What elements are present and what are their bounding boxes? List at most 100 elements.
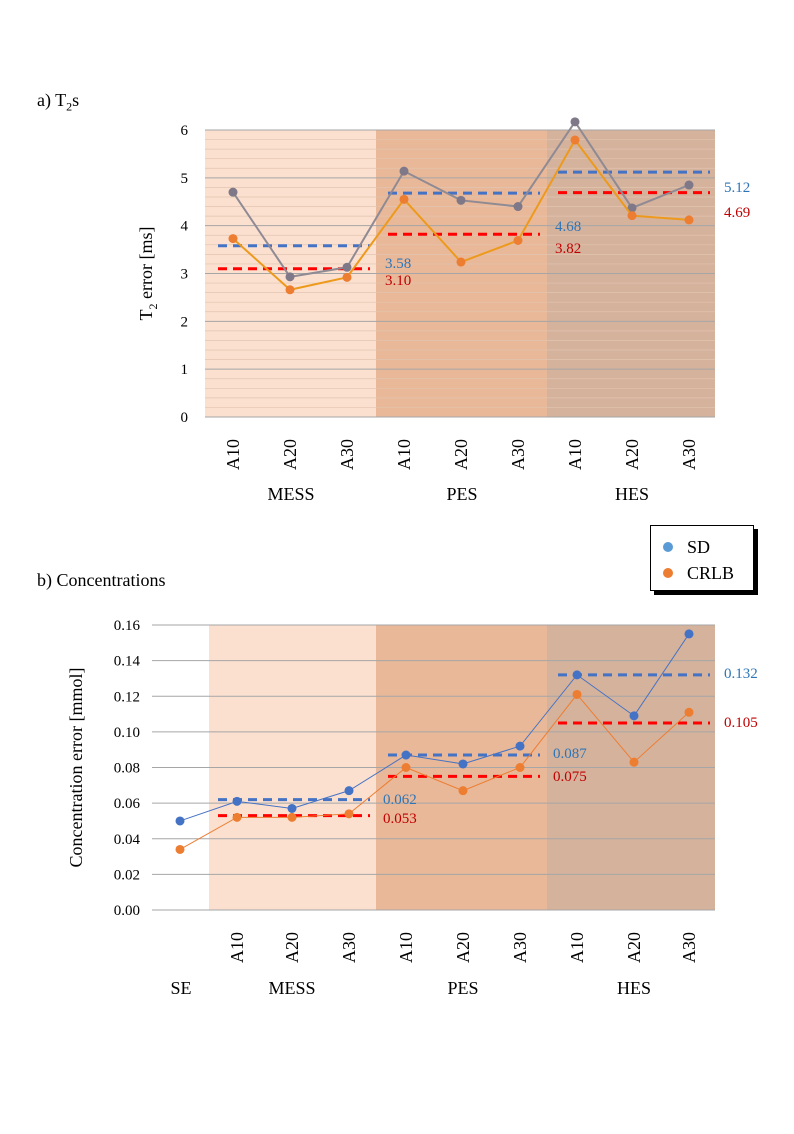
data-point-crlb — [175, 844, 185, 854]
data-point-crlb — [515, 763, 525, 772]
legend-crlb-label: CRLB — [687, 562, 735, 583]
y-tick-label: 0.14 — [114, 654, 141, 670]
data-point-crlb — [401, 763, 411, 772]
data-point-crlb — [513, 235, 523, 245]
data-point-crlb — [232, 812, 242, 822]
x-tick-label: A10 — [394, 439, 414, 470]
panel-a-title: a) T2s — [37, 90, 79, 115]
legend-item-sd: SD — [663, 536, 710, 558]
data-point-sd — [401, 750, 411, 760]
x-tick-label: A10 — [567, 932, 587, 963]
data-point-crlb — [456, 257, 466, 267]
data-point-crlb — [684, 707, 694, 717]
group-label-hes: HES — [615, 484, 649, 504]
group-label-pes: PES — [447, 978, 478, 998]
mean-label-sd: 4.68 — [555, 219, 581, 235]
mean-label-crlb: 3.10 — [385, 273, 411, 289]
legend-sd-marker — [663, 542, 673, 552]
y-axis-label: Concentration error [mmol] — [66, 668, 86, 868]
panel-a-title-text: a) T — [37, 90, 67, 110]
mean-label-crlb: 0.075 — [553, 769, 587, 785]
y-tick-label: 0.08 — [114, 761, 140, 777]
mean-label-sd: 3.58 — [385, 256, 411, 272]
panel-a-title-suffix: s — [72, 90, 80, 110]
x-tick-label: A30 — [510, 932, 530, 963]
data-point-crlb — [570, 135, 580, 145]
data-point-sd — [456, 195, 466, 205]
x-tick-label: A20 — [453, 932, 473, 963]
legend-crlb-marker — [663, 568, 673, 578]
series-line-crlb — [179, 693, 690, 850]
data-point-sd — [399, 166, 409, 176]
mean-label-sd: 0.132 — [724, 666, 758, 682]
data-point-crlb — [285, 285, 295, 295]
mean-label-crlb: 0.105 — [724, 715, 758, 731]
x-tick-label: A20 — [624, 932, 644, 963]
y-tick-label: 3 — [181, 267, 189, 283]
data-point-crlb — [627, 211, 637, 221]
y-tick-label: 0.10 — [114, 725, 140, 741]
data-point-sd — [570, 117, 580, 127]
data-point-sd — [342, 262, 352, 272]
data-point-crlb — [228, 234, 238, 244]
x-tick-label: A30 — [339, 932, 359, 963]
y-tick-label: 0 — [181, 410, 189, 426]
mean-label-crlb: 4.69 — [724, 205, 750, 221]
data-point-sd — [513, 202, 523, 212]
x-tick-label: A20 — [451, 439, 471, 470]
x-tick-label: A30 — [508, 439, 528, 470]
data-point-crlb — [629, 757, 639, 767]
data-point-sd — [344, 786, 354, 796]
group-label-hes: HES — [617, 978, 651, 998]
concentration-chart: 0.00 0.02 0.04 0.06 0.08 0.10 0.12 0.14 0.16 Conc… — [66, 618, 758, 998]
x-tick-label: A20 — [282, 932, 302, 963]
data-point-sd — [627, 203, 637, 213]
group-label-pes: PES — [446, 484, 477, 504]
data-point-crlb — [342, 272, 352, 282]
group-label-mess: MESS — [268, 978, 315, 998]
x-tick-label: A30 — [679, 439, 699, 470]
mean-label-sd: 0.062 — [383, 792, 417, 808]
t2s-chart: 0 1 2 3 4 5 6 T2 error [ms] A10 A20 A30 A10 A20 A30 A1… — [136, 117, 750, 504]
y-axis-label: T2 error [ms] — [136, 227, 160, 321]
data-point-sd — [684, 629, 694, 639]
legend: SD CRLB — [650, 525, 754, 591]
data-point-crlb — [287, 812, 297, 822]
data-point-crlb — [572, 689, 582, 699]
y-tick-label: 4 — [181, 219, 189, 235]
x-tick-label: A30 — [337, 439, 357, 470]
x-tick-label: A30 — [679, 932, 699, 963]
x-tick-label: A10 — [223, 439, 243, 470]
data-point-crlb — [684, 215, 694, 225]
y-tick-label: 2 — [181, 314, 189, 330]
series-line-sd — [179, 633, 690, 822]
y-tick-label: 0.00 — [114, 903, 140, 919]
y-tick-label: 0.16 — [114, 618, 141, 634]
data-point-sd — [228, 187, 238, 197]
data-point-sd — [175, 816, 185, 826]
x-tick-label: A20 — [622, 439, 642, 470]
data-point-sd — [287, 803, 297, 813]
mean-label-sd: 5.12 — [724, 180, 750, 196]
legend-sd-label: SD — [687, 536, 711, 557]
data-point-crlb — [458, 786, 468, 796]
data-point-sd — [684, 180, 694, 190]
y-tick-label: 0.04 — [114, 832, 141, 848]
data-point-sd — [572, 670, 582, 680]
y-tick-label: 0.02 — [114, 867, 140, 883]
y-tick-label: 5 — [181, 171, 189, 187]
data-point-crlb — [344, 809, 354, 819]
group-label-se: SE — [170, 978, 191, 998]
x-tick-label: A10 — [396, 932, 416, 963]
y-tick-label: 6 — [181, 123, 189, 139]
y-tick-label: 1 — [181, 362, 189, 378]
data-point-sd — [515, 741, 525, 751]
panel-a-title-sub: 2 — [66, 99, 73, 114]
legend-item-crlb: CRLB — [663, 562, 734, 584]
data-point-sd — [232, 796, 242, 806]
data-point-crlb — [399, 194, 409, 204]
x-tick-label: A10 — [565, 439, 585, 470]
data-point-sd — [458, 759, 468, 769]
y-tick-label: 0.06 — [114, 796, 141, 812]
